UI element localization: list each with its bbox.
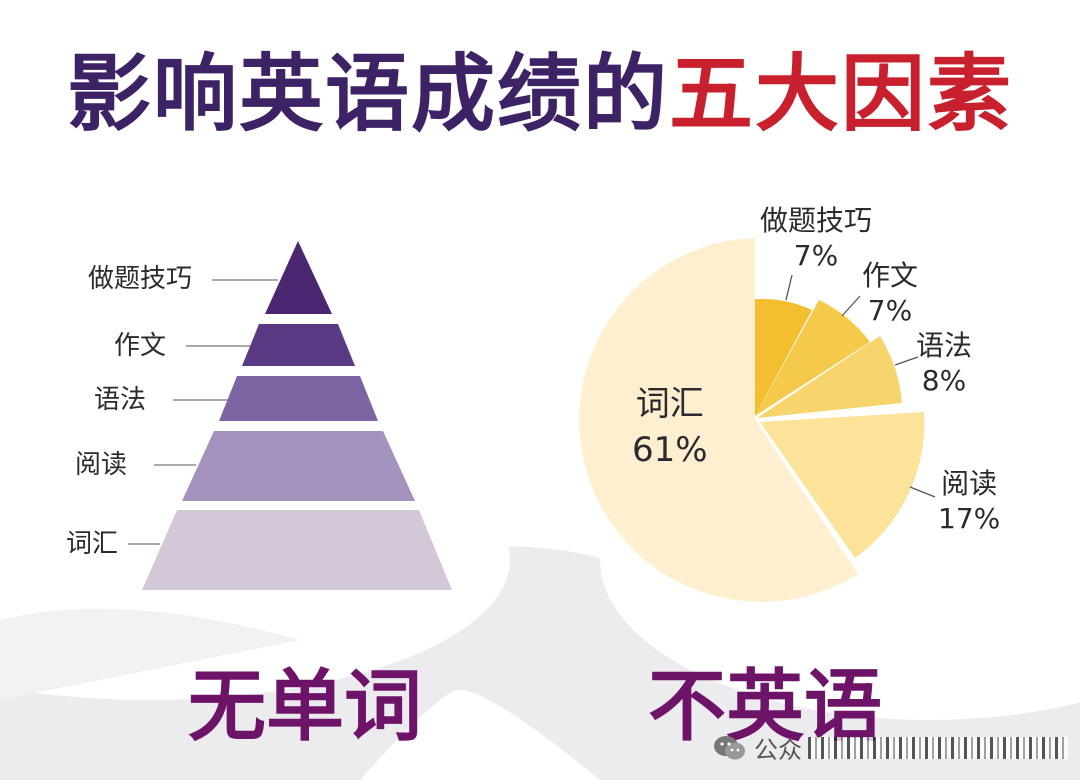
pie-label-writing-value: 7%: [867, 294, 913, 327]
title-accent: 五大因素: [669, 45, 1014, 143]
pyramid-label-tips: 做题技巧: [88, 264, 193, 294]
pie-leader-lines: [785, 274, 936, 498]
watermark-obscured: [808, 736, 1068, 759]
watermark-text: 公众: [754, 736, 802, 764]
pyramid-leader-lines: [128, 279, 278, 545]
pyramid-label-reading: 阅读: [75, 450, 128, 480]
pie-slice-vocabulary: [579, 238, 858, 602]
pyramid-label-grammar: 语法: [94, 385, 147, 415]
pie-label-tips: 做题技巧 7%: [760, 203, 872, 273]
pie-slice-tips: [755, 298, 812, 416]
pie-label-reading-value: 17%: [938, 502, 1001, 535]
pie-label-grammar-value: 8%: [921, 364, 967, 397]
pie-label-vocabulary-value: 61%: [632, 429, 708, 470]
pyramid-label-vocabulary: 词汇: [66, 529, 119, 559]
pyramid-label-writing: 作文: [114, 331, 167, 361]
watermark: 公众: [712, 730, 1068, 765]
pie-label-tips-name: 做题技巧: [760, 204, 873, 237]
pie-label-writing: 作文 7%: [862, 258, 918, 328]
pie-slice-reading: [760, 412, 925, 558]
title-main: 影响英语成绩的: [66, 45, 669, 143]
pie-label-grammar-name: 语法: [916, 329, 973, 362]
pyramid-layer-vocabulary: [142, 510, 452, 590]
pyramid-layer-writing: [242, 324, 355, 366]
slogan-left: 无单词: [188, 662, 423, 752]
pie-label-vocabulary: 词汇 61%: [632, 382, 708, 474]
pie-slice-grammar: [757, 336, 902, 418]
pyramid-layer-grammar: [219, 376, 378, 421]
pie-label-writing-name: 作文: [862, 259, 919, 292]
pie-label-reading: 阅读 17%: [938, 466, 1000, 536]
pyramid-layer-reading: [182, 431, 415, 501]
pie-label-tips-value: 7%: [793, 239, 839, 272]
page-title: 影响英语成绩的五大因素: [0, 52, 1080, 136]
pie-slice-writing: [755, 300, 870, 416]
slogan-right: 不英语: [648, 662, 883, 752]
pie-label-vocabulary-name: 词汇: [635, 384, 704, 424]
pyramid-layer-tips: [265, 241, 332, 314]
wechat-icon: [714, 735, 745, 759]
pie-label-grammar: 语法 8%: [916, 328, 972, 398]
pie-label-reading-name: 阅读: [941, 467, 998, 500]
